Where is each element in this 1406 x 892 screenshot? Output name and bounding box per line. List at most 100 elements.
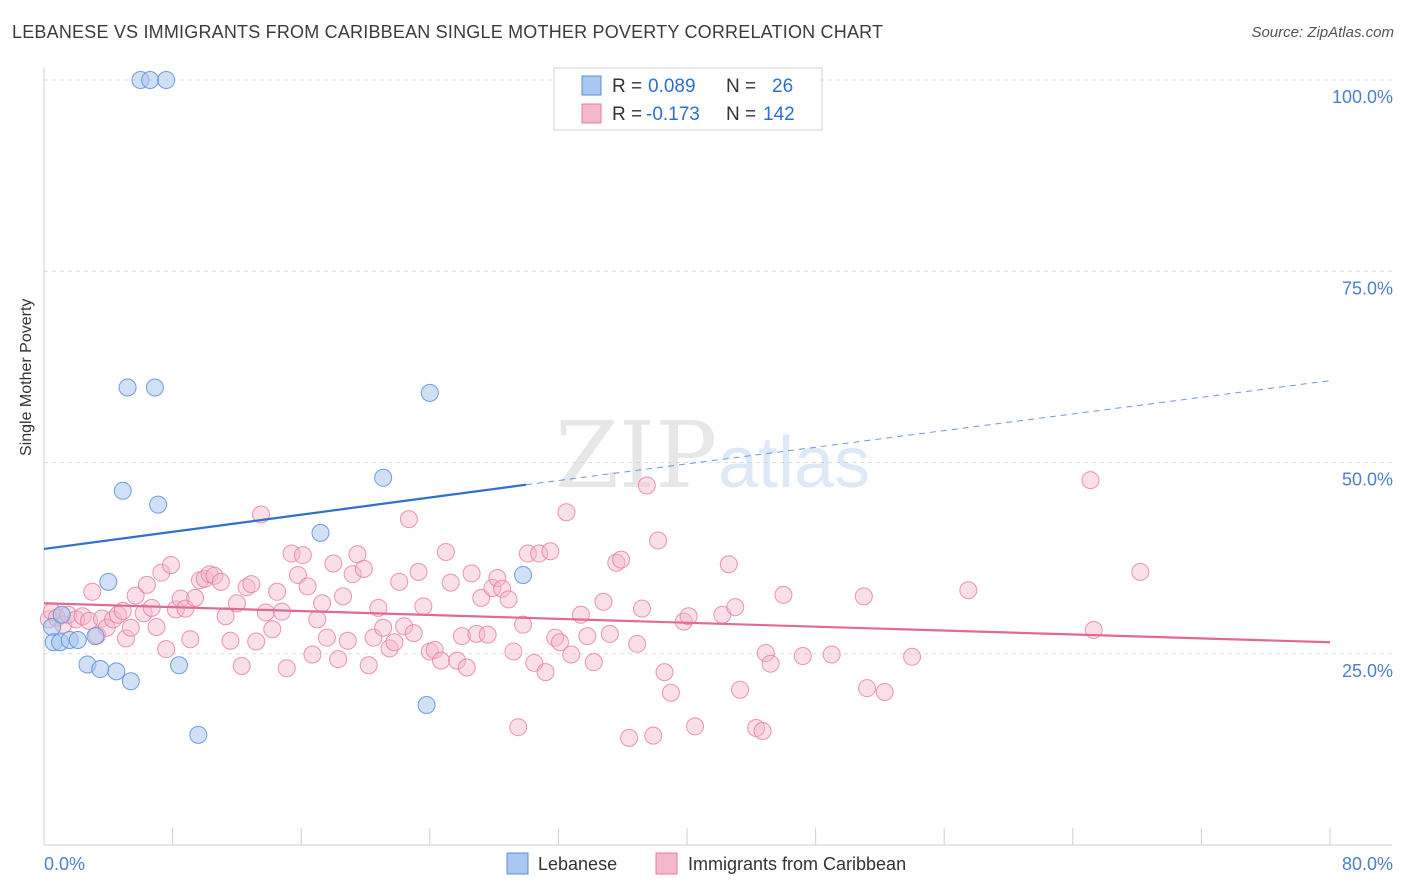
caribbean-point [116, 629, 135, 648]
caribbean-point [756, 643, 775, 662]
caribbean-point [649, 531, 668, 550]
legend-n-value-2: 142 [763, 104, 795, 125]
legend-r-value-2: -0.173 [646, 104, 700, 125]
caribbean-point [390, 572, 409, 591]
caribbean-point [227, 594, 246, 613]
caribbean-point [726, 598, 745, 617]
caribbean-point [343, 565, 362, 584]
caribbean-point [854, 587, 873, 606]
caribbean-point [142, 598, 161, 617]
caribbean-point [959, 581, 978, 600]
lebanese-point [52, 605, 71, 624]
caribbean-point [268, 582, 287, 601]
caribbean-point [354, 559, 373, 578]
watermark-zip: ZIP [555, 402, 717, 509]
lebanese-point [141, 71, 160, 89]
caribbean-point [166, 600, 185, 619]
caribbean-point [457, 658, 476, 677]
caribbean-point [578, 627, 597, 646]
legend-n-label-2: N = [726, 104, 756, 125]
caribbean-point [181, 630, 200, 649]
caribbean-point [121, 618, 140, 637]
caribbean-point [369, 598, 388, 617]
caribbean-point [395, 617, 414, 636]
caribbean-point [409, 562, 428, 581]
legend-n-label-1: N = [726, 76, 756, 97]
caribbean-points [39, 471, 1150, 747]
caribbean-point [903, 647, 922, 666]
legend-swatch-lebanese [581, 75, 602, 96]
caribbean-point [425, 640, 444, 659]
caribbean-point [432, 651, 451, 670]
lebanese-point [417, 696, 436, 715]
caribbean-point [404, 624, 423, 643]
caribbean-point [875, 683, 894, 701]
source-credit: Source: ZipAtlas.com [1251, 24, 1394, 41]
caribbean-point [793, 647, 812, 666]
caribbean-point [263, 620, 282, 639]
lebanese-point [311, 523, 330, 542]
lebanese-point [514, 565, 533, 584]
lebanese-point [149, 495, 168, 514]
caribbean-point [541, 542, 560, 561]
caribbean-point [679, 607, 698, 626]
caribbean-point [644, 726, 663, 745]
caribbean-point [308, 610, 327, 629]
caribbean-point [317, 628, 336, 647]
lebanese-point [170, 656, 189, 675]
caribbean-point [137, 575, 156, 594]
legend-r-value-1: 0.089 [648, 76, 696, 97]
caribbean-point [774, 585, 793, 604]
x-tick-label-max: 80.0% [1342, 854, 1393, 874]
caribbean-point [462, 564, 481, 583]
caribbean-point [147, 617, 166, 636]
bottom-legend-label-lebanese: Lebanese [538, 854, 617, 874]
caribbean-point [237, 578, 256, 597]
caribbean-point [385, 633, 404, 652]
lebanese-point [118, 378, 137, 397]
caribbean-point [661, 683, 680, 702]
lebanese-point [121, 672, 140, 691]
caribbean-point [612, 550, 631, 569]
caribbean-point [509, 718, 528, 737]
caribbean-point [620, 728, 639, 747]
caribbean-point [256, 603, 275, 622]
lebanese-point [86, 627, 105, 646]
caribbean-point [731, 680, 750, 699]
lebanese-point [157, 71, 176, 89]
caribbean-point [472, 588, 491, 607]
caribbean-point [1081, 471, 1100, 490]
caribbean-point [530, 544, 549, 563]
caribbean-point [324, 554, 343, 573]
caribbean-point [637, 476, 656, 495]
caribbean-point [288, 565, 307, 584]
caribbean-point [483, 578, 502, 597]
caribbean-point [441, 573, 460, 592]
caribbean-point [374, 618, 393, 637]
caribbean-point [493, 579, 512, 598]
caribbean-point [293, 546, 312, 565]
caribbean-point [73, 607, 92, 626]
lebanese-point [91, 660, 110, 679]
y-tick-label-100: 100.0% [1332, 87, 1393, 107]
caribbean-point [161, 556, 180, 575]
caribbean-point [1131, 562, 1150, 581]
caribbean-point [329, 650, 348, 669]
axes: 100.0% 75.0% 50.0% 25.0% [43, 68, 1393, 846]
lebanese-point [189, 725, 208, 744]
caribbean-point [822, 645, 841, 664]
legend-r-label-2: R = [612, 104, 642, 125]
caribbean-point [504, 642, 523, 661]
caribbean-point [499, 590, 518, 609]
caribbean-point [152, 563, 171, 582]
lebanese-point [113, 481, 132, 500]
caribbean-point [242, 575, 261, 594]
caribbean-point [333, 587, 352, 606]
lebanese-trend-extension [526, 380, 1331, 486]
caribbean-point [562, 645, 581, 664]
lebanese-point [374, 468, 393, 487]
bottom-legend-swatch-caribbean [655, 852, 678, 875]
trend-lines [43, 380, 1331, 644]
stats-legend: R = 0.089 N = 26 R = -0.173 N = 142 [553, 67, 823, 131]
